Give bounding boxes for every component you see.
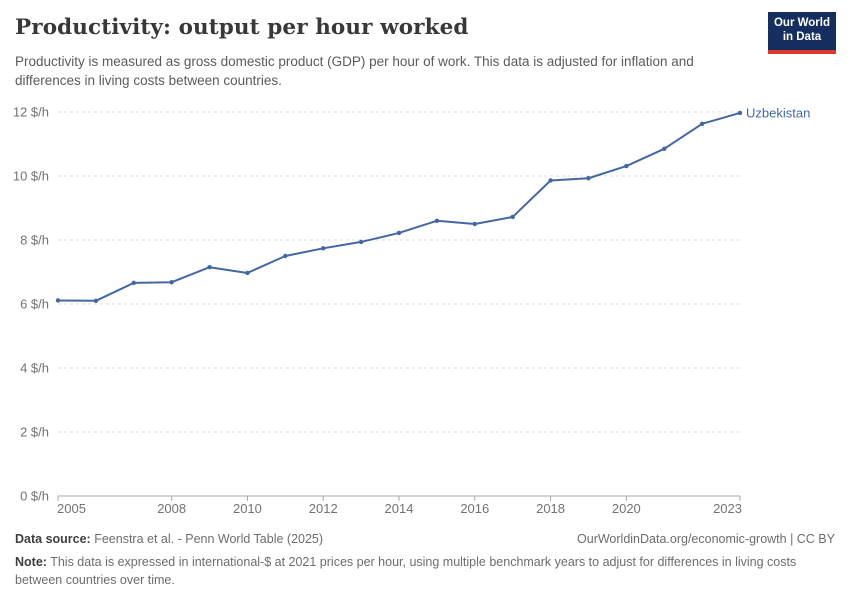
data-point-marker[interactable] (283, 253, 288, 259)
x-tick-label: 2005 (57, 501, 86, 516)
owid-logo[interactable]: Our World in Data (768, 12, 836, 54)
data-point-marker[interactable] (472, 221, 477, 227)
data-point-marker[interactable] (169, 280, 174, 285)
data-point-marker[interactable] (93, 298, 99, 303)
data-point-marker[interactable] (131, 280, 136, 286)
y-tick-label: 12 $/h (13, 105, 49, 120)
chart-subtitle: Productivity is measured as gross domest… (15, 54, 694, 89)
data-point-marker[interactable] (396, 230, 402, 236)
data-point-marker[interactable] (245, 270, 250, 276)
x-tick-label: 2008 (157, 501, 186, 516)
x-tick-label: 2010 (233, 501, 262, 516)
data-source: Data source: Feenstra et al. - Penn Worl… (15, 530, 323, 548)
series-end-label[interactable]: Uzbekistan (746, 105, 810, 120)
x-tick-label: 2023 (713, 501, 742, 516)
x-tick-label: 2016 (460, 501, 489, 516)
data-point-marker[interactable] (699, 121, 705, 127)
y-tick-label: 0 $/h (20, 489, 49, 504)
x-tick-label: 2018 (536, 501, 565, 516)
y-tick-label: 4 $/h (20, 361, 49, 376)
note-label: Note: (15, 555, 47, 570)
line-chart-canvas[interactable]: 0 $/h 2 $/h 4 $/h 6 $/h 8 $/h 10 $/h 12 $/h 200… (0, 95, 850, 535)
data-point-marker[interactable] (586, 176, 591, 181)
data-point-marker[interactable] (662, 146, 667, 151)
data-point-marker[interactable] (434, 218, 440, 223)
x-tick-label: 2012 (309, 501, 338, 516)
chart-note: Note: This data is expressed in internat… (15, 553, 835, 589)
data-source-label: Data source: (15, 532, 91, 546)
data-point-marker[interactable] (510, 214, 515, 220)
series-line[interactable] (57, 111, 741, 302)
owid-logo-line2: in Data (782, 31, 822, 43)
data-source-value: Feenstra et al. - Penn World Table (2025… (94, 532, 324, 546)
x-tick-label: 2014 (385, 501, 414, 516)
y-tick-label: 8 $/h (20, 233, 49, 248)
data-point-marker[interactable] (624, 163, 629, 169)
data-point-marker[interactable] (55, 298, 61, 303)
chart-footer: Data source: Feenstra et al. - Penn Worl… (15, 530, 835, 589)
data-point-marker[interactable] (207, 265, 212, 270)
y-tick-label: 2 $/h (20, 425, 49, 440)
data-point-marker[interactable] (321, 246, 326, 251)
owid-logo-line1: Our World (773, 17, 830, 30)
chart-area: 0 $/h 2 $/h 4 $/h 6 $/h 8 $/h 10 $/h 12 $/h 200… (0, 95, 850, 535)
data-point-marker[interactable] (737, 110, 743, 116)
note-value: This data is expressed in international-… (15, 555, 797, 588)
x-tick-label: 2020 (612, 501, 641, 516)
data-point-marker[interactable] (358, 239, 364, 245)
y-tick-label: 10 $/h (13, 169, 49, 184)
chart-title: Productivity: output per hour worked (15, 15, 469, 40)
data-point-marker[interactable] (548, 178, 553, 183)
y-tick-label: 6 $/h (20, 297, 49, 312)
attribution-link[interactable]: OurWorldinData.org/economic-growth | CC … (577, 532, 835, 546)
